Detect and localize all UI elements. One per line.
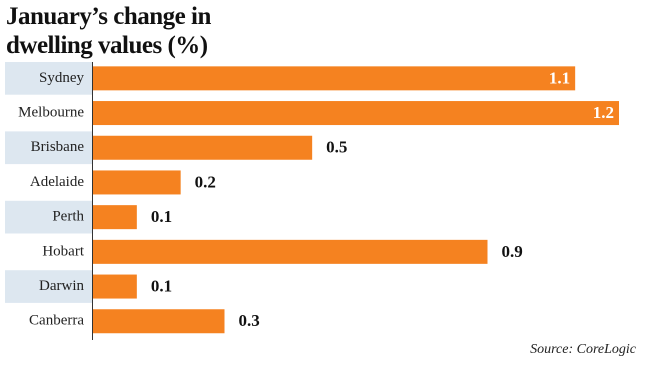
bar: [93, 309, 225, 334]
value-label: 0.9: [502, 242, 523, 261]
y-tick-label: Hobart: [42, 243, 84, 259]
value-label: 0.5: [326, 138, 347, 157]
bar: [93, 170, 181, 195]
bar: [93, 205, 137, 230]
value-label: 1.2: [593, 103, 614, 122]
label-band: [5, 270, 92, 303]
bar: [93, 66, 576, 91]
source: Source: CoreLogic: [530, 342, 637, 357]
chart-title: January’s change in dwelling values (%): [6, 3, 211, 59]
y-tick-label: Melbourne: [18, 104, 84, 120]
bar: [93, 101, 619, 126]
y-tick-label: Canberra: [29, 313, 84, 329]
value-label: 0.2: [195, 172, 216, 191]
y-tick-label: Sydney: [39, 70, 85, 86]
y-tick-label: Adelaide: [30, 174, 84, 190]
y-tick-label: Perth: [52, 209, 84, 225]
value-label: 0.1: [151, 207, 172, 226]
label-band: [5, 131, 92, 165]
value-label: 1.1: [549, 68, 570, 87]
bar: [93, 239, 488, 264]
label-band: [5, 200, 92, 234]
y-tick-label: Darwin: [39, 278, 84, 294]
bar: [93, 274, 137, 299]
y-tick-label: Brisbane: [31, 139, 85, 155]
label-band: [5, 62, 92, 95]
bar: [93, 135, 313, 160]
value-label: 0.1: [151, 276, 172, 295]
value-label: 0.3: [239, 311, 260, 330]
